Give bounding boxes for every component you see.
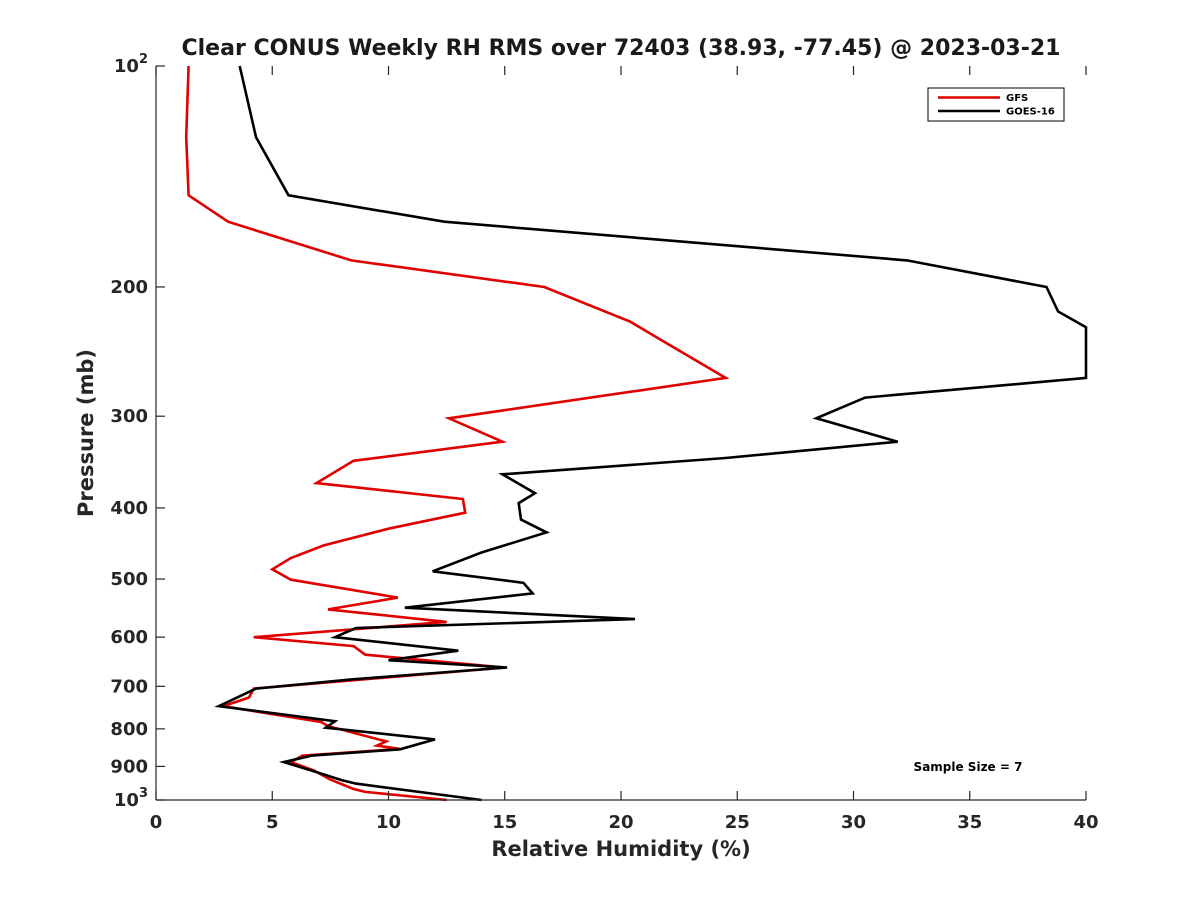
- x-tick-label: 10: [376, 812, 401, 833]
- chart-title: Clear CONUS Weekly RH RMS over 72403 (38…: [182, 36, 1061, 61]
- y-tick-label: 400: [110, 498, 148, 519]
- legend-box: [927, 87, 1065, 122]
- y-tick-label: 300: [110, 406, 148, 427]
- y-ticks: 102 200 300 400 500 600 700 800 900 103: [110, 52, 165, 811]
- series-layer: [184, 65, 1088, 802]
- y-tick-label: 200: [110, 277, 148, 298]
- x-axis-label: Relative Humidity (%): [491, 837, 750, 861]
- x-tick-label: 15: [492, 812, 517, 833]
- y-tick-label: 700: [110, 676, 148, 697]
- x-tick-label: 30: [841, 812, 866, 833]
- x-tick-label: 0: [150, 812, 163, 833]
- x-tick-label: 35: [957, 812, 982, 833]
- y-tick-label: 103: [114, 786, 148, 811]
- legend-label-gfs: GFS: [1006, 93, 1028, 104]
- y-tick-label: 800: [110, 719, 148, 740]
- series-line-goes16: [214, 65, 1088, 802]
- x-tick-label: 5: [266, 812, 279, 833]
- sample-size-annotation: Sample Size = 7: [914, 760, 1023, 774]
- plot-area: [156, 66, 1086, 800]
- y-axis-label: Pressure (mb): [74, 349, 98, 517]
- legend-label-goes16: GOES-16: [1006, 107, 1055, 118]
- y-tick-label: 900: [110, 756, 148, 777]
- y-tick-label: 600: [110, 627, 148, 648]
- y-tick-label: 500: [110, 569, 148, 590]
- x-tick-label: 20: [608, 812, 633, 833]
- legend: GFS GOES-16: [927, 87, 1065, 122]
- y-tick-label: 102: [114, 52, 148, 77]
- x-tick-label: 25: [725, 812, 750, 833]
- x-ticks: 0 5 10 15 20 25 30 35 40: [150, 66, 1099, 833]
- x-tick-label: 40: [1073, 812, 1098, 833]
